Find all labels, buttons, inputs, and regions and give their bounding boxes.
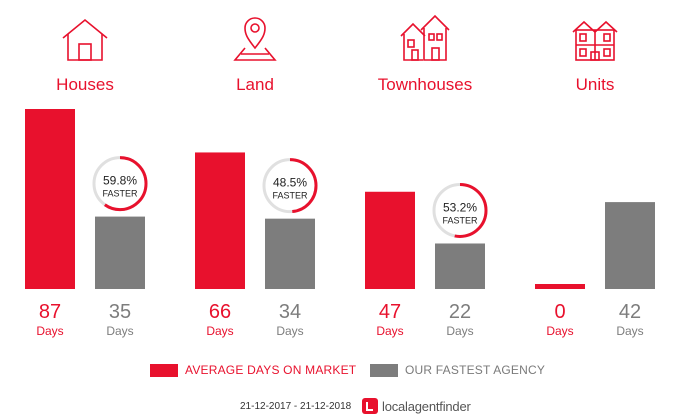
value-average-land: 66 — [209, 301, 231, 323]
bar-fastest-townhouses — [435, 243, 485, 289]
badge-progress-townhouses — [432, 182, 488, 238]
bar-average-houses — [25, 109, 75, 289]
legend-swatch-red — [150, 363, 178, 377]
badge-percent-land: 48.5% — [273, 176, 307, 190]
unit-fastest-houses: Days — [106, 324, 133, 338]
house-icon — [62, 18, 108, 61]
bar-average-townhouses — [365, 191, 415, 289]
category-label-land: Land — [236, 75, 274, 94]
logo-mark-icon — [362, 398, 378, 414]
value-fastest-houses: 35 — [109, 301, 131, 323]
unit-average-houses: Days — [36, 324, 63, 338]
bar-fastest-land — [265, 218, 315, 289]
value-average-units: 0 — [554, 301, 565, 323]
bar-fastest-houses — [95, 216, 145, 289]
brand-name: localagentfinder — [382, 399, 471, 414]
bar-chart: 87Days35Days66Days34Days47Days22Days0Day… — [25, 109, 655, 338]
legend-average-days: AVERAGE DAYS ON MARKET — [150, 362, 356, 378]
category-label-townhouses: Townhouses — [377, 75, 473, 94]
badge-progress-land — [262, 158, 318, 214]
townhouses-icon — [400, 14, 450, 61]
unit-fastest-townhouses: Days — [446, 324, 473, 338]
bar-fastest-units — [605, 202, 655, 289]
badge-progress-houses — [92, 156, 148, 212]
unit-fastest-units: Days — [616, 324, 643, 338]
date-range: 21-12-2017 - 21-12-2018 — [240, 401, 352, 412]
unit-average-units: Days — [546, 324, 573, 338]
bar-average-land — [195, 152, 245, 289]
value-fastest-land: 34 — [279, 301, 301, 323]
units-icon — [572, 20, 618, 61]
footer: 21-12-2017 - 21-12-2018 localagentfinder — [0, 398, 700, 418]
badge-percent-townhouses: 53.2% — [443, 200, 477, 214]
badge-label-townhouses: FASTER — [442, 215, 478, 225]
brand-logo: localagentfinder — [362, 398, 471, 414]
badge-percent-houses: 59.8% — [103, 174, 137, 188]
brand-name-part2: finder — [439, 398, 471, 414]
badge-label-land: FASTER — [272, 191, 308, 201]
value-average-houses: 87 — [39, 301, 61, 323]
map-pin-icon — [233, 17, 277, 61]
legend-swatch-grey — [370, 363, 398, 377]
legend-label-average-days: AVERAGE DAYS ON MARKET — [185, 363, 357, 377]
value-average-townhouses: 47 — [379, 301, 401, 323]
category-label-units: Units — [575, 75, 615, 94]
unit-fastest-land: Days — [276, 324, 303, 338]
legend-fastest-agency: OUR FASTEST AGENCY — [370, 362, 545, 378]
unit-average-townhouses: Days — [376, 324, 403, 338]
badge-label-houses: FASTER — [102, 189, 138, 199]
category-label-houses: Houses — [56, 75, 114, 94]
value-fastest-townhouses: 22 — [449, 301, 471, 323]
brand-name-part1: localagent — [382, 398, 440, 414]
unit-average-land: Days — [206, 324, 233, 338]
legend-label-fastest-agency: OUR FASTEST AGENCY — [405, 363, 546, 377]
value-fastest-units: 42 — [619, 301, 641, 323]
bar-average-units — [535, 284, 585, 289]
